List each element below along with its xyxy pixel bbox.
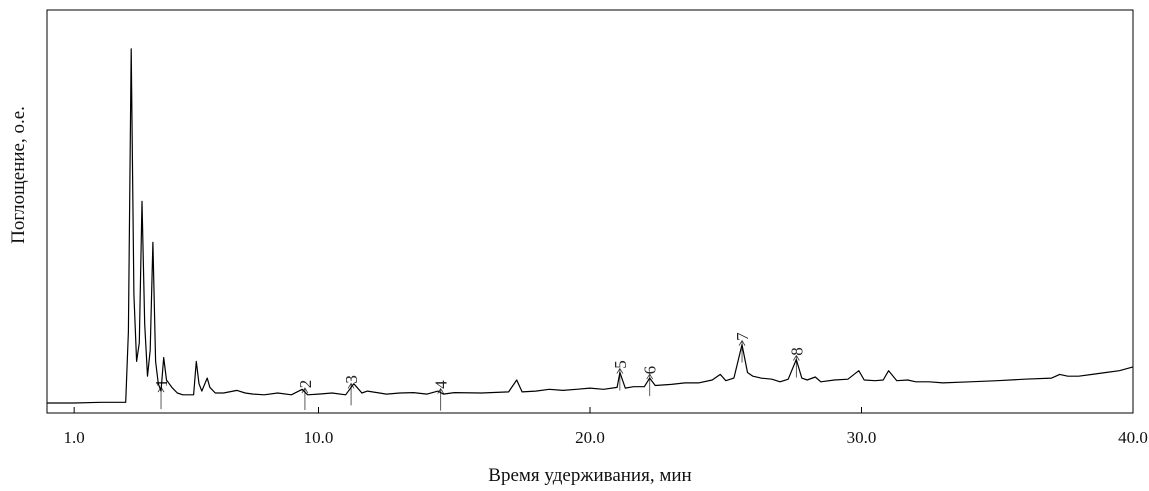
peak-label: 6 <box>641 366 660 375</box>
peak-label: 5 <box>611 360 630 369</box>
peak-label: 4 <box>432 380 451 389</box>
plot-frame <box>46 9 1134 414</box>
peak-label: 2 <box>296 380 315 389</box>
x-tick-label: 10.0 <box>304 428 334 447</box>
x-axis-title: Время удерживания, мин <box>488 465 691 486</box>
x-axis-ticks: 1.0 10.0 20.0 30.0 40.0 <box>64 407 1148 447</box>
chromatogram-trace <box>47 48 1134 404</box>
peak-label: 8 <box>787 347 806 356</box>
peak-label: 3 <box>342 375 361 384</box>
y-axis-title: Поглощение, о.е. <box>8 106 29 244</box>
x-tick-label: 20.0 <box>575 428 605 447</box>
x-tick-label: 40.0 <box>1118 428 1148 447</box>
x-tick-label: 1.0 <box>64 428 85 447</box>
peak-label: 7 <box>733 332 752 341</box>
peak-marker-arrow <box>646 373 654 397</box>
x-tick-label: 30.0 <box>847 428 877 447</box>
